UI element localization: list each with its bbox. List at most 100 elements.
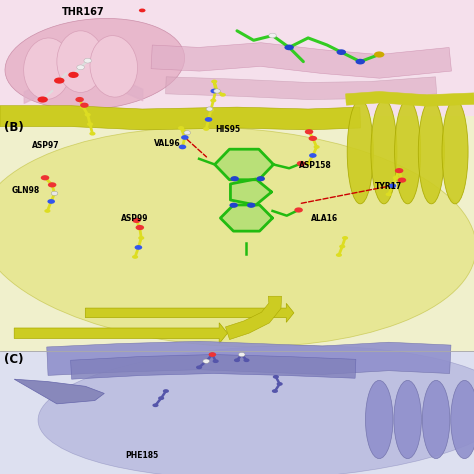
Ellipse shape xyxy=(272,389,278,393)
Ellipse shape xyxy=(181,135,189,140)
Text: ALA16: ALA16 xyxy=(310,214,337,223)
Ellipse shape xyxy=(137,227,143,230)
Ellipse shape xyxy=(269,33,276,38)
FancyBboxPatch shape xyxy=(0,351,474,474)
Ellipse shape xyxy=(210,353,215,356)
Ellipse shape xyxy=(305,162,311,165)
Ellipse shape xyxy=(196,365,202,369)
Ellipse shape xyxy=(309,136,317,141)
Ellipse shape xyxy=(256,176,265,182)
Ellipse shape xyxy=(184,131,191,135)
Ellipse shape xyxy=(212,89,219,93)
Ellipse shape xyxy=(238,353,245,356)
Ellipse shape xyxy=(132,255,138,259)
Text: ASP99: ASP99 xyxy=(121,214,148,223)
Ellipse shape xyxy=(313,145,319,149)
Ellipse shape xyxy=(136,225,144,230)
Text: (C): (C) xyxy=(4,353,23,366)
Ellipse shape xyxy=(84,58,91,63)
Ellipse shape xyxy=(214,89,220,93)
Ellipse shape xyxy=(238,353,245,356)
Ellipse shape xyxy=(392,176,399,180)
Ellipse shape xyxy=(395,168,403,173)
Ellipse shape xyxy=(389,183,396,188)
Ellipse shape xyxy=(153,403,158,407)
Ellipse shape xyxy=(49,183,55,187)
Ellipse shape xyxy=(394,380,421,459)
Ellipse shape xyxy=(310,137,316,140)
Ellipse shape xyxy=(203,127,209,131)
Ellipse shape xyxy=(306,130,312,134)
Ellipse shape xyxy=(211,80,217,83)
Polygon shape xyxy=(215,149,273,180)
Ellipse shape xyxy=(276,382,283,386)
Text: ASP97: ASP97 xyxy=(32,141,60,150)
Ellipse shape xyxy=(138,236,144,240)
Ellipse shape xyxy=(396,169,402,173)
Ellipse shape xyxy=(48,182,56,188)
Ellipse shape xyxy=(5,18,184,109)
Text: VAL96: VAL96 xyxy=(154,138,181,147)
Ellipse shape xyxy=(132,218,141,223)
Polygon shape xyxy=(47,341,451,375)
Ellipse shape xyxy=(80,105,86,109)
Ellipse shape xyxy=(136,246,141,249)
Ellipse shape xyxy=(273,375,279,379)
Polygon shape xyxy=(151,43,451,78)
Ellipse shape xyxy=(54,78,64,84)
Ellipse shape xyxy=(398,178,406,183)
Ellipse shape xyxy=(203,359,210,364)
Polygon shape xyxy=(85,303,294,322)
Ellipse shape xyxy=(77,65,84,70)
Ellipse shape xyxy=(442,100,468,204)
Ellipse shape xyxy=(394,100,421,204)
Ellipse shape xyxy=(309,153,317,158)
Text: ASP158: ASP158 xyxy=(299,161,331,170)
Ellipse shape xyxy=(163,389,169,393)
Ellipse shape xyxy=(305,129,313,135)
Ellipse shape xyxy=(374,52,384,58)
Ellipse shape xyxy=(339,245,345,248)
Ellipse shape xyxy=(47,199,55,204)
FancyBboxPatch shape xyxy=(0,0,474,116)
Ellipse shape xyxy=(210,89,218,93)
Polygon shape xyxy=(346,91,474,106)
Ellipse shape xyxy=(178,126,184,130)
Ellipse shape xyxy=(68,72,79,78)
Ellipse shape xyxy=(182,136,188,139)
Polygon shape xyxy=(14,323,228,344)
Ellipse shape xyxy=(209,352,216,357)
Polygon shape xyxy=(0,106,361,130)
Ellipse shape xyxy=(89,132,96,136)
Ellipse shape xyxy=(399,178,405,182)
Text: HIS95: HIS95 xyxy=(216,125,241,134)
Ellipse shape xyxy=(45,209,51,213)
Ellipse shape xyxy=(158,396,164,400)
Ellipse shape xyxy=(418,100,445,204)
Ellipse shape xyxy=(208,108,214,112)
Text: (B): (B) xyxy=(4,121,24,134)
Ellipse shape xyxy=(179,145,186,149)
Polygon shape xyxy=(165,77,437,100)
Ellipse shape xyxy=(214,89,220,93)
Ellipse shape xyxy=(203,359,209,363)
Polygon shape xyxy=(226,296,282,339)
Ellipse shape xyxy=(229,203,238,208)
Ellipse shape xyxy=(347,100,374,204)
Ellipse shape xyxy=(139,9,146,12)
Ellipse shape xyxy=(297,161,305,166)
Ellipse shape xyxy=(234,358,240,362)
Ellipse shape xyxy=(389,184,395,188)
Ellipse shape xyxy=(212,359,219,363)
Text: TYR17: TYR17 xyxy=(374,182,401,191)
Ellipse shape xyxy=(76,98,83,101)
Ellipse shape xyxy=(284,45,294,50)
Ellipse shape xyxy=(219,93,226,97)
Ellipse shape xyxy=(385,192,392,196)
Ellipse shape xyxy=(57,31,104,92)
Text: GLN98: GLN98 xyxy=(12,185,40,194)
Ellipse shape xyxy=(0,128,474,346)
Ellipse shape xyxy=(371,100,397,204)
Ellipse shape xyxy=(51,191,58,195)
Ellipse shape xyxy=(356,59,365,64)
